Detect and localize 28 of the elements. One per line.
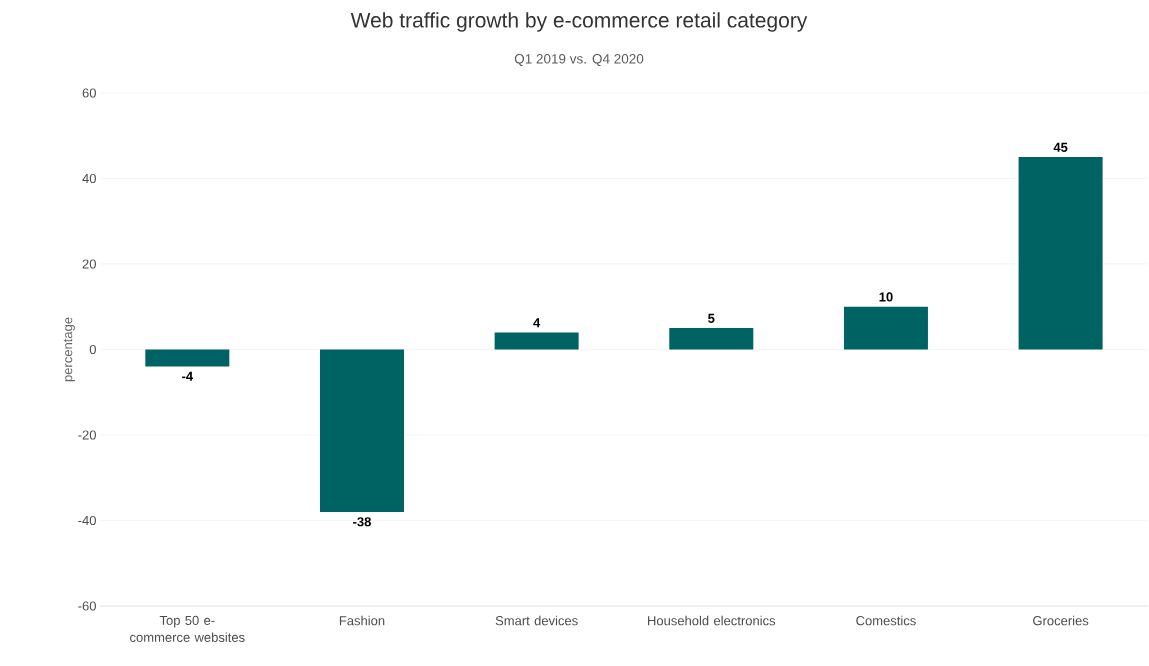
y-tick-label: -20 [78,430,96,440]
chart-title: Web traffic growth by e-commerce retail category [350,12,808,32]
x-tick-label: Fashion [339,615,385,626]
y-tick-label: 0 [89,344,96,355]
data-label: 45 [1053,142,1068,152]
x-tick-label: Smart devices [495,615,578,626]
bar [1018,157,1103,350]
x-tick-label: Comestics [856,615,916,626]
y-tick-label: 40 [82,173,96,184]
y-tick-label: -60 [78,601,96,611]
data-label: -4 [182,371,194,381]
y-axis-title: percentage [63,317,75,382]
bar [494,332,579,350]
x-tick-label: Top 50 e-commerce websites [130,615,245,642]
y-tick-label: 20 [82,259,96,269]
y-tick-label: 60 [82,88,96,98]
y-tick-label: -40 [78,515,96,526]
x-tick-label: Household electronics [648,615,776,626]
bar [669,328,754,350]
bar [319,349,404,512]
chart-subtitle: Q1 2019 vs. Q4 2020 [514,54,644,66]
data-label: 10 [879,292,893,302]
bar [145,349,230,367]
bar [843,306,928,350]
x-tick-label: Groceries [1033,615,1089,626]
data-label: 5 [708,313,715,323]
data-label: -38 [353,517,371,527]
data-label: 4 [533,318,541,328]
